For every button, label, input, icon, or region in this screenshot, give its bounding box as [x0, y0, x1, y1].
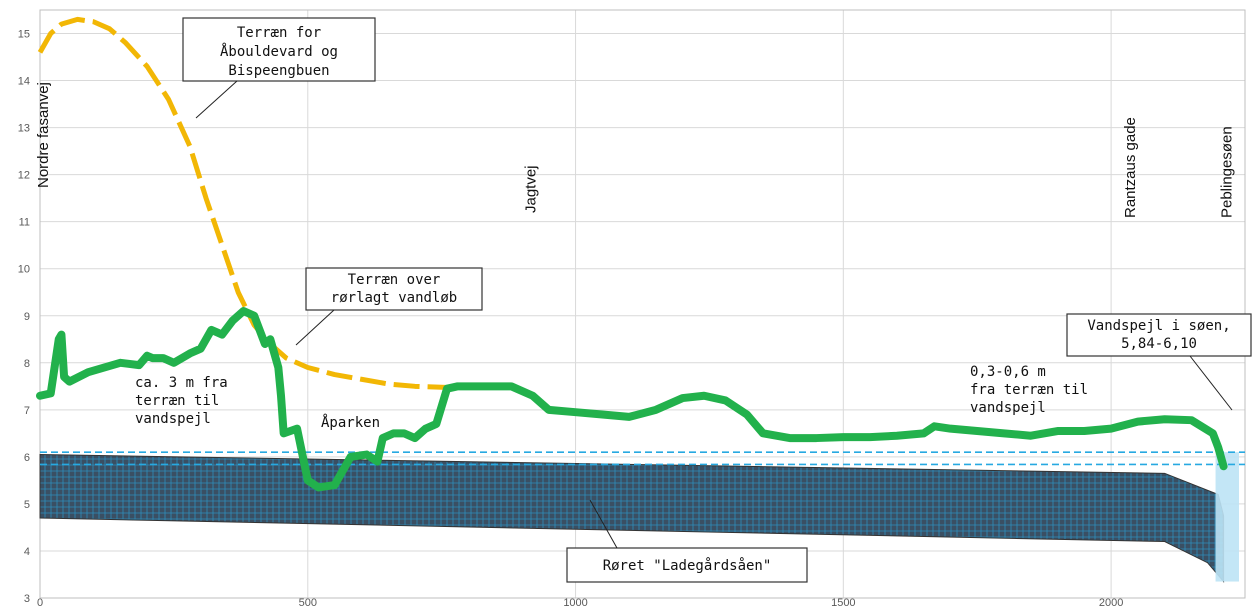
left-note-line3: vandspejl: [135, 411, 211, 427]
terrain-upper-line1: Terræn for: [237, 25, 321, 41]
terrain-upper-line3: Bispeengbuen: [228, 63, 329, 79]
terrain-upper-leader: [195, 80, 238, 119]
lake-level-line2: 5,84-6,10: [1121, 336, 1197, 352]
water-layer: [40, 451, 1245, 466]
terrain-pipe-leader: [295, 309, 335, 346]
y-tick-label: 12: [18, 170, 30, 182]
right-note-line3: vandspejl: [970, 400, 1046, 416]
y-tick-label: 8: [24, 358, 30, 370]
lake-level-leader: [1189, 355, 1233, 411]
plot-border: [39, 9, 1246, 599]
terrain-upper-line: [37, 16, 458, 391]
annotations: Terræn for Åbouldevard og Bispeengbuen T…: [135, 17, 1252, 583]
street-label: Rantzaus gade: [1122, 117, 1139, 218]
y-tick-label: 3: [24, 593, 30, 605]
pipe-label-leader: [589, 499, 618, 549]
left-note-line1: ca. 3 m fra: [135, 375, 228, 391]
streets: Nordre fasanvej Jagtvej Rantzaus gade Pebli…: [35, 82, 1236, 218]
y-tick-label: 6: [24, 452, 30, 464]
terrain-pipe-line2: rørlagt vandløb: [331, 290, 457, 306]
terrain-pipe-line: [36, 307, 1228, 492]
y-tick-label: 9: [24, 311, 30, 323]
y-tick-label: 4: [24, 546, 30, 558]
x-tick-label: 2000: [1099, 597, 1123, 607]
lake-level-line1: Vandspejl i søen,: [1087, 318, 1230, 334]
y-tick-label: 10: [18, 264, 30, 276]
terrain-pipe-line1: Terræn over: [348, 272, 441, 288]
pipe-label-box: [566, 547, 808, 583]
terrain-upper-box: [182, 17, 376, 82]
right-note-line1: 0,3-0,6 m: [970, 364, 1046, 380]
axes: 3 4 5 6 7 8 9 10 11 12 13 14 15 0 500 1000 1500 2000: [18, 29, 1124, 607]
terrain-upper-line2: Åbouldevard og: [220, 43, 338, 60]
series-layer: [36, 16, 1228, 492]
x-tick-label: 1000: [563, 597, 587, 607]
street-label: Jagtvej: [522, 165, 539, 213]
aparken-label: Åparken: [321, 414, 380, 431]
y-tick-label: 11: [19, 217, 30, 229]
lake-water: [1215, 452, 1239, 582]
right-note-line2: fra terræn til: [970, 382, 1088, 398]
terrain-pipe-box: [305, 267, 483, 311]
street-label: Nordre fasanvej: [35, 82, 52, 188]
pipe-label: Røret "Ladegårdsåen": [603, 557, 772, 574]
left-note-line2: terræn til: [135, 393, 219, 409]
y-tick-label: 14: [18, 76, 30, 88]
x-tick-label: 1500: [831, 597, 855, 607]
street-label: Peblingesøen: [1219, 126, 1236, 218]
lake-level-box: [1066, 313, 1252, 357]
x-tick-label: 0: [37, 597, 43, 607]
y-tick-label: 5: [24, 499, 30, 511]
y-tick-label: 15: [18, 29, 30, 41]
y-tick-label: 13: [18, 123, 30, 135]
x-tick-label: 500: [299, 597, 317, 607]
y-tick-label: 7: [24, 405, 30, 417]
